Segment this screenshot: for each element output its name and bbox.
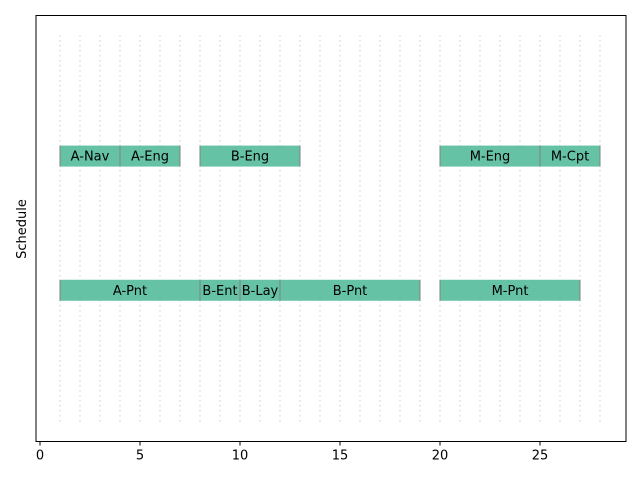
task-label: B-Lay: [242, 284, 279, 299]
task-label: M-Eng: [470, 150, 511, 165]
x-tick-label: 20: [432, 449, 449, 464]
task-bar-a-nav: [60, 145, 120, 167]
task-label: B-Pnt: [333, 284, 368, 299]
y-axis-label: Schedule: [15, 199, 30, 259]
task-bar-b-eng: [200, 145, 300, 167]
task-bar-m-pnt: [440, 279, 580, 301]
task-label: B-Eng: [231, 150, 269, 165]
task-bar-a-pnt: [60, 279, 200, 301]
label-layer: A-Nav A-Eng B-Eng M-Eng M-Cpt A-Pnt B-Ent B-Lay…: [71, 150, 590, 299]
task-bar-m-eng: [440, 145, 540, 167]
tick-layer: 0 5 10 15 20 25: [36, 441, 549, 464]
task-label: A-Pnt: [113, 284, 147, 299]
task-bar-b-pnt: [280, 279, 420, 301]
task-bar-m-cpt: [540, 145, 600, 167]
bar-layer: [59, 145, 601, 301]
task-label: A-Nav: [71, 150, 110, 165]
x-tick-label: 25: [532, 449, 549, 464]
plot-frame: [35, 15, 627, 442]
x-tick-label: 5: [136, 449, 144, 464]
task-label: A-Eng: [131, 150, 169, 165]
x-tick-label: 15: [332, 449, 349, 464]
x-tick-label: 10: [232, 449, 249, 464]
task-bar-b-ent: [200, 279, 240, 301]
x-tick-label: 0: [36, 449, 44, 464]
task-label: M-Cpt: [551, 150, 589, 165]
task-label: M-Pnt: [492, 284, 529, 299]
task-label: B-Ent: [202, 284, 237, 299]
task-bar-b-lay: [240, 279, 280, 301]
task-bar-a-eng: [120, 145, 180, 167]
